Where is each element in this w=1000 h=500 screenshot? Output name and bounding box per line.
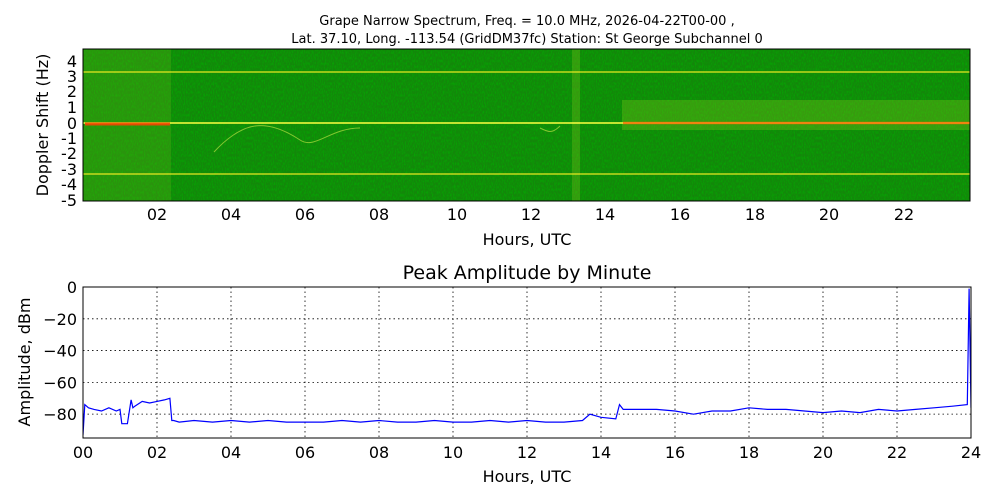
ytick-label: 0 — [67, 114, 77, 133]
spectrogram-yaxis: 4 3 2 1 0 -1 -2 -3 -4 -5 — [61, 52, 77, 210]
ytick-label: -1 — [61, 129, 77, 148]
xtick-label: 22 — [894, 205, 914, 224]
ytick-label: -3 — [61, 160, 77, 179]
ytick-label: 0 — [67, 278, 77, 297]
xtick-label: 06 — [295, 205, 315, 224]
xtick-label: 02 — [147, 205, 167, 224]
ytick-label: 1 — [67, 98, 77, 117]
xtick-label: 24 — [961, 443, 981, 462]
xtick-label: 22 — [887, 443, 907, 462]
ytick-label: 3 — [67, 67, 77, 86]
amplitude-line — [83, 288, 971, 435]
ytick-label: −40 — [43, 342, 77, 361]
amplitude-title: Peak Amplitude by Minute — [403, 262, 652, 284]
ytick-label: 2 — [67, 82, 77, 101]
xtick-label: 16 — [670, 205, 690, 224]
xtick-label: 06 — [295, 443, 315, 462]
xtick-label: 04 — [221, 205, 241, 224]
amplitude-xaxis: 00 02 04 06 08 10 12 14 16 18 20 22 24 — [73, 443, 981, 462]
spectrogram-glow-late — [622, 100, 970, 130]
xtick-label: 10 — [447, 205, 467, 224]
xtick-label: 10 — [443, 443, 463, 462]
ytick-label: −60 — [43, 373, 77, 392]
spectrogram-ylabel: Doppler Shift (Hz) — [33, 54, 52, 197]
trace-faint-1 — [213, 125, 361, 153]
ytick-label: 4 — [67, 52, 77, 71]
xtick-label: 12 — [517, 443, 537, 462]
ytick-label: -2 — [61, 144, 77, 163]
xtick-label: 16 — [665, 443, 685, 462]
xtick-label: 08 — [369, 443, 389, 462]
xtick-label: 20 — [819, 205, 839, 224]
ytick-label: −80 — [43, 405, 77, 424]
amplitude-yaxis: 0 −20 −40 −60 −80 — [43, 278, 77, 424]
xtick-label: 08 — [369, 205, 389, 224]
amplitude-frame — [82, 286, 972, 439]
spectrogram-frame — [82, 48, 971, 202]
amplitude-series — [83, 288, 971, 435]
xtick-label: 18 — [745, 205, 765, 224]
spectrogram-xlabel: Hours, UTC — [483, 230, 572, 249]
amplitude-xlabel: Hours, UTC — [483, 467, 572, 486]
ytick-label: -5 — [61, 191, 77, 210]
spectrogram-xaxis: 02 04 06 08 10 12 14 16 18 20 22 — [147, 205, 914, 224]
spectrogram-band-13h — [572, 49, 580, 201]
xtick-label: 14 — [591, 443, 611, 462]
spectrogram-image — [83, 49, 970, 201]
ytick-label: −20 — [43, 310, 77, 329]
spectrogram-title-line2: Lat. 37.10, Long. -113.54 (GridDM37fc) S… — [291, 32, 762, 47]
xtick-label: 12 — [521, 205, 541, 224]
amplitude-ylabel: Amplitude, dBm — [15, 298, 34, 427]
xtick-label: 02 — [147, 443, 167, 462]
xtick-label: 00 — [73, 443, 93, 462]
xtick-label: 18 — [739, 443, 759, 462]
spectrogram-noise — [83, 49, 970, 201]
ytick-label: -4 — [61, 175, 77, 194]
spectrogram-title-line1: Grape Narrow Spectrum, Freq. = 10.0 MHz,… — [319, 14, 734, 29]
xtick-label: 14 — [595, 205, 615, 224]
xtick-label: 04 — [221, 443, 241, 462]
trace-faint-2 — [539, 125, 561, 132]
xtick-label: 20 — [813, 443, 833, 462]
